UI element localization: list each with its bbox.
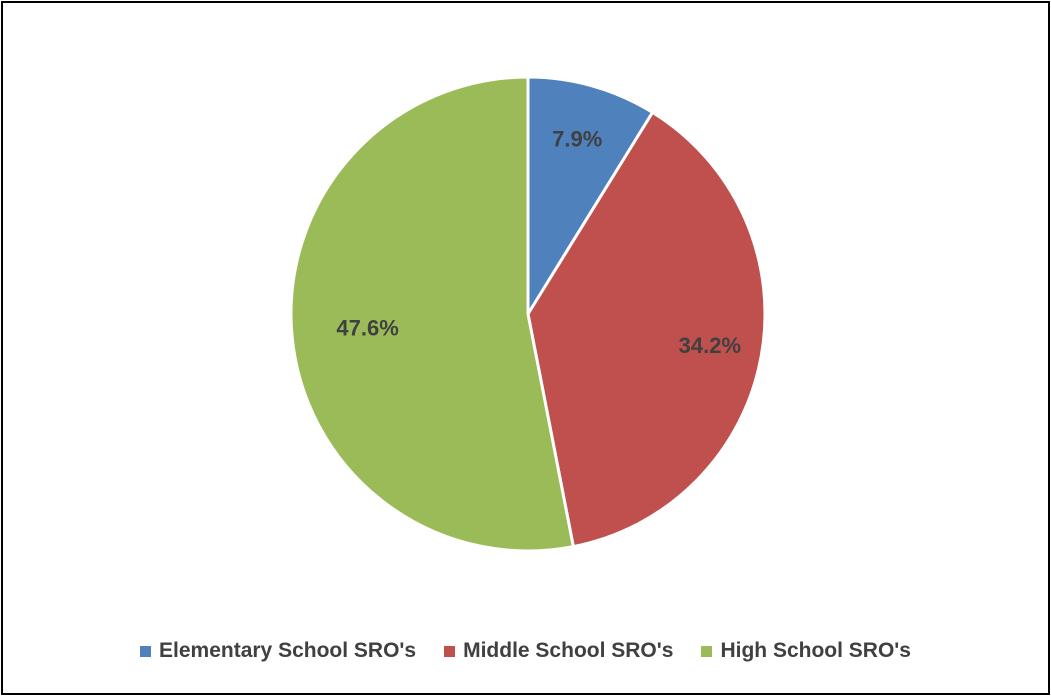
legend-item-middle: Middle School SRO's [444, 639, 673, 663]
data-label-high: 47.6% [336, 315, 398, 340]
legend-label-elementary: Elementary School SRO's [159, 639, 417, 662]
legend-item-elementary: Elementary School SRO's [140, 639, 416, 663]
legend-swatch-elementary [140, 645, 152, 657]
legend-label-high: High School SRO's [720, 639, 911, 662]
pie-slice-elementary [526, 75, 655, 316]
data-label-middle: 34.2% [679, 333, 741, 358]
pie-slice-middle [526, 110, 767, 549]
pie-chart: 7.9% 34.2% 47.6% [289, 75, 767, 553]
legend-item-high: High School SRO's [701, 639, 911, 663]
pie-slice-high [289, 75, 575, 553]
legend-label-middle: Middle School SRO's [463, 639, 674, 662]
legend-swatch-middle [444, 645, 456, 657]
data-label-elementary: 7.9% [552, 127, 602, 152]
legend: Elementary School SRO's Middle School SR… [3, 639, 1048, 663]
legend-swatch-high [701, 645, 713, 657]
